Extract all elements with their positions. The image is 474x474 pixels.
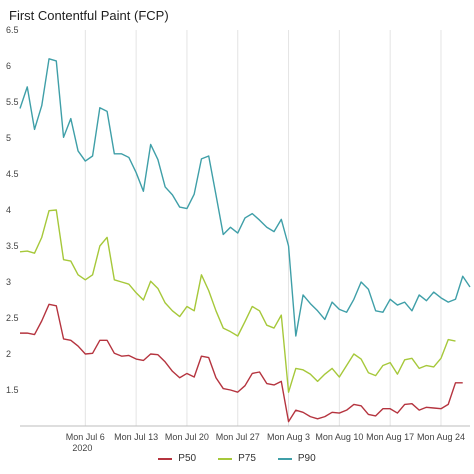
y-tick-label: 2.5 xyxy=(6,313,19,323)
legend-item-p90[interactable]: P90 xyxy=(277,453,316,464)
chart-title: First Contentful Paint (FCP) xyxy=(9,8,169,23)
x-tick-label: Mon Aug 3 xyxy=(267,432,310,442)
series-line-p75[interactable] xyxy=(19,209,456,393)
y-tick-label: 5.5 xyxy=(6,97,19,107)
y-tick-label: 3.5 xyxy=(6,241,19,251)
x-tick-label: Mon Aug 17 xyxy=(366,432,414,442)
y-tick-label: 2 xyxy=(6,349,11,359)
y-tick-label: 1.5 xyxy=(6,385,19,395)
x-tick-label: Mon Jul 20 xyxy=(165,432,209,442)
y-tick-label: 3 xyxy=(6,277,11,287)
series-line-p90[interactable] xyxy=(19,58,471,337)
legend-swatch-p75 xyxy=(218,457,233,460)
legend-label-p90: P90 xyxy=(297,453,316,464)
legend-swatch-p90 xyxy=(277,457,292,460)
y-tick-label: 6.5 xyxy=(6,25,19,35)
chart-legend: P50 P75 P90 xyxy=(0,453,474,464)
y-tick-label: 5 xyxy=(6,133,11,143)
x-tick-label: Mon Jul 27 xyxy=(216,432,260,442)
x-tick-sublabel: 2020 xyxy=(72,443,92,453)
x-tick-label: Mon Jul 6 xyxy=(66,432,105,442)
x-tick-label: Mon Aug 10 xyxy=(315,432,363,442)
series-lines xyxy=(19,58,471,423)
x-tick-label: Mon Jul 13 xyxy=(114,432,158,442)
x-tick-label: Mon Aug 24 xyxy=(417,432,465,442)
legend-swatch-p50 xyxy=(158,457,173,460)
legend-item-p75[interactable]: P75 xyxy=(218,453,256,464)
legend-label-p75: P75 xyxy=(238,453,256,464)
legend-item-p50[interactable]: P50 xyxy=(158,453,196,464)
legend-label-p50: P50 xyxy=(178,453,197,464)
series-line-p50[interactable] xyxy=(20,303,463,423)
y-tick-label: 4 xyxy=(6,205,11,215)
grid-lines xyxy=(84,30,442,426)
y-tick-label: 4.5 xyxy=(6,169,19,179)
y-tick-label: 6 xyxy=(6,61,11,71)
